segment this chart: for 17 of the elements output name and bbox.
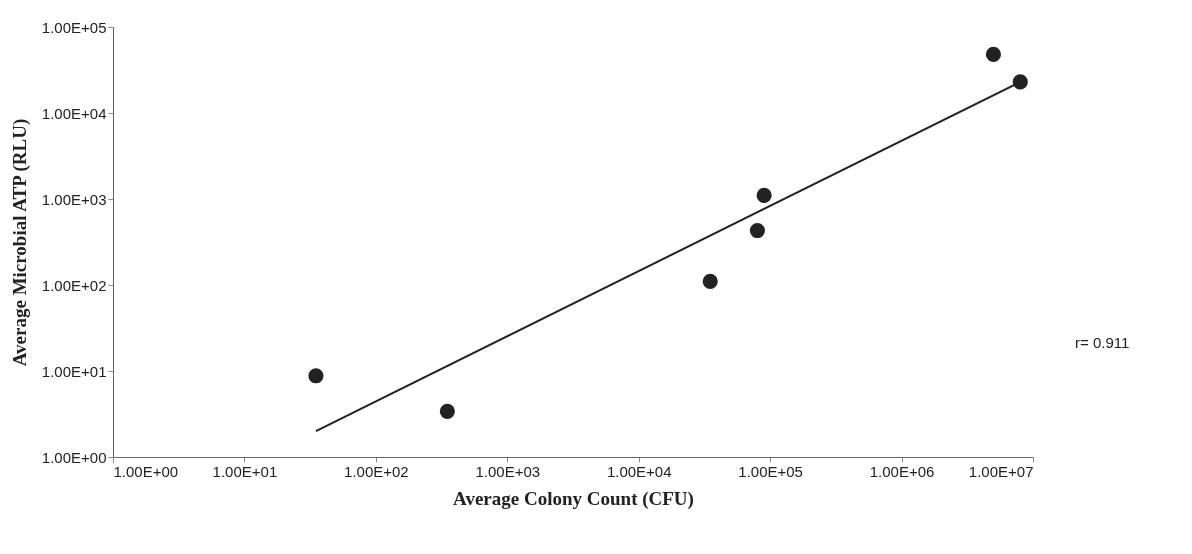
x-tick-label: 1.00E+04 — [606, 462, 672, 480]
x-tick-label: 1.00E+02 — [344, 462, 409, 480]
y-tick-label: 1.00E+03 — [41, 190, 107, 208]
y-tick-label: 1.00E+01 — [41, 362, 107, 380]
x-tick-label: 1.00E+00 — [113, 462, 179, 480]
x-tick-label: 1.00E+05 — [738, 462, 803, 480]
x-tick-label: 1.00E+07 — [968, 462, 1034, 480]
x-tick-label: 1.00E+03 — [475, 462, 541, 480]
y-tick-label: 1.00E+05 — [41, 18, 107, 36]
x-axis-title: Average Colony Count (CFU) — [453, 487, 694, 510]
y-tick-label: 1.00E+02 — [41, 276, 107, 294]
x-tick-label: 1.00E+06 — [869, 462, 935, 480]
y-axis-title: Average Microbial ATP (RLU) — [8, 118, 31, 367]
y-tick-label: 1.00E+04 — [41, 104, 107, 122]
text: r= 0.911 — [1075, 334, 1130, 351]
y-tick-label: 1.00E+00 — [41, 448, 107, 466]
x-tick-label: 1.00E+01 — [212, 462, 278, 480]
